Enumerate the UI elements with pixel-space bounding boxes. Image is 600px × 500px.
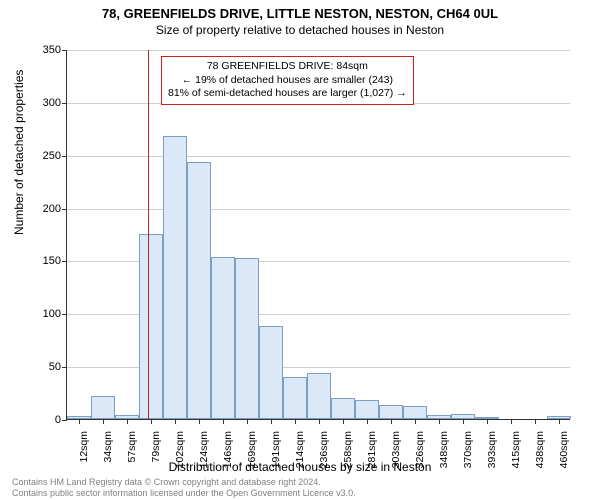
histogram-bar	[211, 257, 235, 419]
y-tick	[62, 261, 67, 262]
x-tick	[151, 419, 152, 424]
histogram-bar	[355, 400, 379, 419]
chart-container: 78, GREENFIELDS DRIVE, LITTLE NESTON, NE…	[0, 0, 600, 500]
x-tick	[247, 419, 248, 424]
x-tick	[223, 419, 224, 424]
x-tick	[391, 419, 392, 424]
x-tick	[103, 419, 104, 424]
annotation-line: ← 19% of detached houses are smaller (24…	[168, 74, 407, 88]
histogram-bar	[307, 373, 331, 420]
x-tick	[199, 419, 200, 424]
x-tick	[175, 419, 176, 424]
x-axis-title: Distribution of detached houses by size …	[0, 460, 600, 474]
y-tick	[62, 420, 67, 421]
plot-area: 05010015020025030035012sqm34sqm57sqm79sq…	[66, 50, 570, 420]
chart-title: 78, GREENFIELDS DRIVE, LITTLE NESTON, NE…	[0, 0, 600, 21]
x-tick	[487, 419, 488, 424]
x-tick	[559, 419, 560, 424]
y-tick	[62, 314, 67, 315]
marker-line	[148, 50, 149, 419]
gridline	[67, 156, 570, 157]
x-tick	[295, 419, 296, 424]
y-tick	[62, 50, 67, 51]
x-tick	[439, 419, 440, 424]
histogram-bar	[139, 234, 163, 419]
x-tick	[79, 419, 80, 424]
y-tick	[62, 103, 67, 104]
footer-line: Contains public sector information licen…	[12, 488, 356, 498]
gridline	[67, 50, 570, 51]
annotation-box: 78 GREENFIELDS DRIVE: 84sqm← 19% of deta…	[161, 56, 414, 105]
x-tick	[463, 419, 464, 424]
x-tick	[511, 419, 512, 424]
x-tick	[319, 419, 320, 424]
x-tick	[343, 419, 344, 424]
x-tick-label: 12sqm	[76, 431, 90, 463]
histogram-bar	[163, 136, 187, 419]
attribution-footer: Contains HM Land Registry data © Crown c…	[12, 477, 356, 498]
x-tick	[127, 419, 128, 424]
gridline	[67, 209, 570, 210]
histogram-bar	[331, 398, 355, 419]
histogram-bar	[283, 377, 307, 419]
histogram-bar	[259, 326, 283, 419]
x-tick-label: 34sqm	[100, 431, 114, 463]
histogram-bar	[91, 396, 115, 419]
y-tick	[62, 156, 67, 157]
x-tick-label: 79sqm	[148, 431, 162, 463]
annotation-line: 78 GREENFIELDS DRIVE: 84sqm	[168, 60, 407, 74]
x-tick	[535, 419, 536, 424]
x-tick	[367, 419, 368, 424]
chart-subtitle: Size of property relative to detached ho…	[0, 23, 600, 37]
y-tick	[62, 367, 67, 368]
x-tick	[271, 419, 272, 424]
annotation-line: 81% of semi-detached houses are larger (…	[168, 87, 407, 101]
x-tick	[415, 419, 416, 424]
histogram-bar	[235, 258, 259, 419]
histogram-bar	[379, 405, 403, 419]
y-axis-title: Number of detached properties	[12, 70, 26, 235]
y-tick	[62, 209, 67, 210]
histogram-bar	[403, 406, 427, 419]
histogram-bar	[187, 162, 211, 419]
x-tick-label: 57sqm	[124, 431, 138, 463]
footer-line: Contains HM Land Registry data © Crown c…	[12, 477, 356, 487]
